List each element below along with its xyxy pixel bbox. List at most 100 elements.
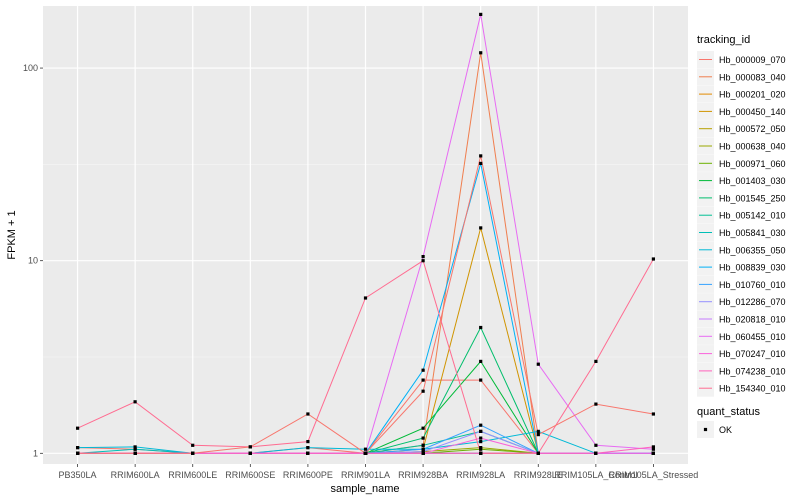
y-axis-title: FPKM + 1 (6, 210, 18, 259)
legend-label: Hb_000083_040 (719, 72, 786, 82)
y-tick-label: 1 (33, 448, 38, 458)
legend-label: Hb_074238_010 (719, 366, 786, 376)
x-axis-ticks: PB350LA RRIM600LA RRIM600LE RRIM600SE RRIM60… (59, 464, 699, 480)
data-point (248, 451, 252, 455)
legend-label: Hb_012286_070 (719, 297, 786, 307)
data-point (421, 389, 425, 393)
data-point (651, 447, 655, 451)
data-point (479, 161, 483, 165)
data-point (536, 451, 540, 455)
data-point (594, 402, 598, 406)
data-point (363, 451, 368, 455)
data-point (651, 257, 655, 261)
data-point (479, 325, 483, 330)
data-point (76, 446, 80, 450)
legend-label: Hb_001545_250 (719, 193, 786, 203)
x-tick-label: RRIM600PE (283, 470, 333, 480)
data-point (306, 440, 310, 444)
legend-label: Hb_005142_010 (719, 211, 786, 221)
data-point (363, 296, 368, 300)
data-point (133, 451, 137, 455)
data-point (421, 450, 425, 454)
x-tick-label: RRIM928BA (398, 470, 448, 480)
data-point (479, 51, 483, 55)
data-point (306, 412, 310, 416)
data-point (479, 226, 483, 230)
shape-legend-items: OK (697, 421, 732, 438)
data-point (421, 443, 425, 447)
data-point (479, 451, 483, 455)
legend-label: Hb_005841_030 (719, 228, 786, 238)
series-points (76, 12, 655, 455)
data-point (191, 451, 195, 455)
x-axis-title: sample_name (330, 483, 399, 495)
legend-tracking-id: tracking_id Hb_000009_070Hb_000083_040Hb… (697, 34, 786, 397)
legend-items: Hb_000009_070 Hb_000083_040 Hb_000201_020 H… (697, 51, 786, 397)
y-tick-label: 100 (23, 63, 38, 73)
data-point (421, 426, 425, 430)
data-point (479, 429, 483, 433)
legend-label: Hb_008839_030 (719, 263, 786, 273)
data-point (594, 443, 598, 447)
legend-label: Hb_010760_010 (719, 280, 786, 290)
x-tick-label: RRIM928LE (514, 470, 563, 480)
y-axis-ticks: 1 10 100 (23, 63, 43, 458)
y-tick-label: 10 (28, 256, 38, 266)
legend-quant-status: quant_status OK (697, 406, 760, 438)
data-point (594, 359, 598, 363)
legend-label: Hb_000450_140 (719, 107, 786, 117)
data-point (133, 445, 137, 449)
data-point (421, 255, 425, 259)
data-point (421, 259, 425, 263)
x-tick-label: RRIM600LE (168, 470, 217, 480)
legend-label: Hb_006355_050 (719, 245, 786, 255)
legend-label: Hb_000638_040 (719, 142, 786, 152)
data-point (479, 12, 483, 16)
data-point (248, 445, 252, 449)
legend-label: Hb_060455_010 (719, 332, 786, 342)
data-point (133, 400, 137, 404)
data-point (421, 368, 425, 372)
data-point (421, 447, 425, 451)
data-point (651, 412, 655, 416)
data-point (306, 446, 310, 450)
legend-label: Hb_000009_070 (719, 55, 786, 65)
data-point (306, 451, 310, 455)
legend-label: Hb_000201_020 (719, 90, 786, 100)
shape-legend-label: OK (719, 425, 732, 435)
x-tick-label: RRIM901LA (341, 470, 390, 480)
data-point (421, 451, 425, 455)
legend-label: Hb_000572_050 (719, 124, 786, 134)
data-point (651, 445, 655, 449)
legend-label: Hb_154340_010 (719, 384, 786, 394)
data-point (536, 362, 540, 366)
shape-legend-title: quant_status (697, 406, 760, 418)
data-point (363, 447, 368, 451)
data-point (651, 451, 655, 455)
data-point (421, 378, 425, 382)
data-point (479, 423, 483, 427)
data-point (479, 436, 483, 440)
legend-label: Hb_020818_010 (719, 315, 786, 325)
x-tick-label: RRIM600SE (225, 470, 275, 480)
x-tick-label: RRIM105LA_Control (554, 470, 637, 480)
data-point (479, 154, 483, 158)
legend-label: Hb_000971_060 (719, 159, 786, 169)
data-point (421, 436, 425, 440)
x-tick-label: RRIM105LA_Stressed (609, 470, 699, 480)
data-point (479, 447, 483, 451)
x-tick-label: RRIM928LA (456, 470, 505, 480)
data-point (479, 378, 483, 382)
data-point (594, 451, 598, 455)
data-point (479, 359, 483, 363)
x-tick-label: RRIM600LA (111, 470, 160, 480)
data-point (133, 447, 137, 451)
data-point (76, 426, 80, 430)
x-tick-label: PB350LA (59, 470, 97, 480)
data-point (479, 440, 483, 444)
legend-label: Hb_001403_030 (719, 176, 786, 186)
data-point (536, 433, 540, 437)
data-point (191, 443, 195, 447)
legend-title: tracking_id (697, 34, 750, 46)
